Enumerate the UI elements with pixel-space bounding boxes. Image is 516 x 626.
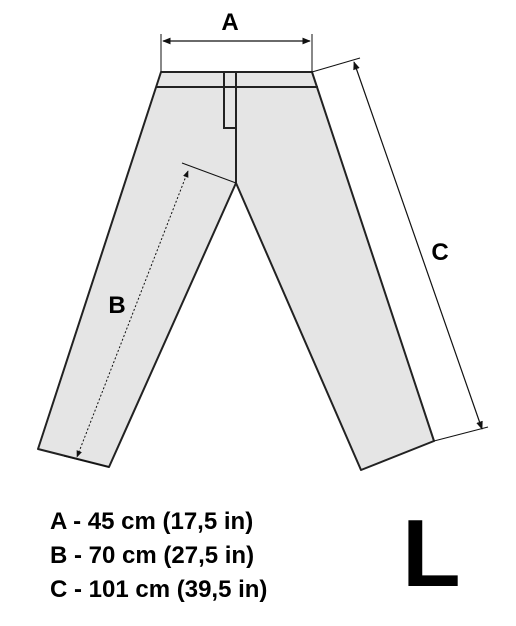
dimension-b-tick-top	[181, 162, 237, 184]
measurement-a: A - 45 cm (17,5 in)	[50, 508, 254, 535]
dimension-c-line	[353, 61, 483, 430]
size-label: L	[402, 500, 461, 607]
dimension-c: C	[311, 57, 489, 442]
dimension-b-tick-bottom	[63, 455, 110, 468]
pants-diagram: A B C	[37, 9, 489, 471]
dimension-c-label: C	[431, 239, 448, 266]
fly-seam	[223, 72, 237, 183]
dimension-b: B	[63, 162, 237, 468]
dimension-b-line	[76, 170, 189, 458]
dimension-a-label: A	[221, 9, 238, 36]
dimension-c-tick-top	[311, 57, 361, 73]
measurement-list: A - 45 cm (17,5 in) B - 70 cm (27,5 in) …	[50, 505, 267, 607]
measurement-c: C - 101 cm (39,5 in)	[50, 576, 268, 603]
dimension-b-label: B	[108, 292, 125, 319]
dimension-a: A	[160, 9, 313, 72]
dimension-c-tick-bottom	[433, 426, 489, 442]
pants-outline	[37, 71, 435, 471]
measurement-b: B - 70 cm (27,5 in)	[50, 542, 255, 569]
